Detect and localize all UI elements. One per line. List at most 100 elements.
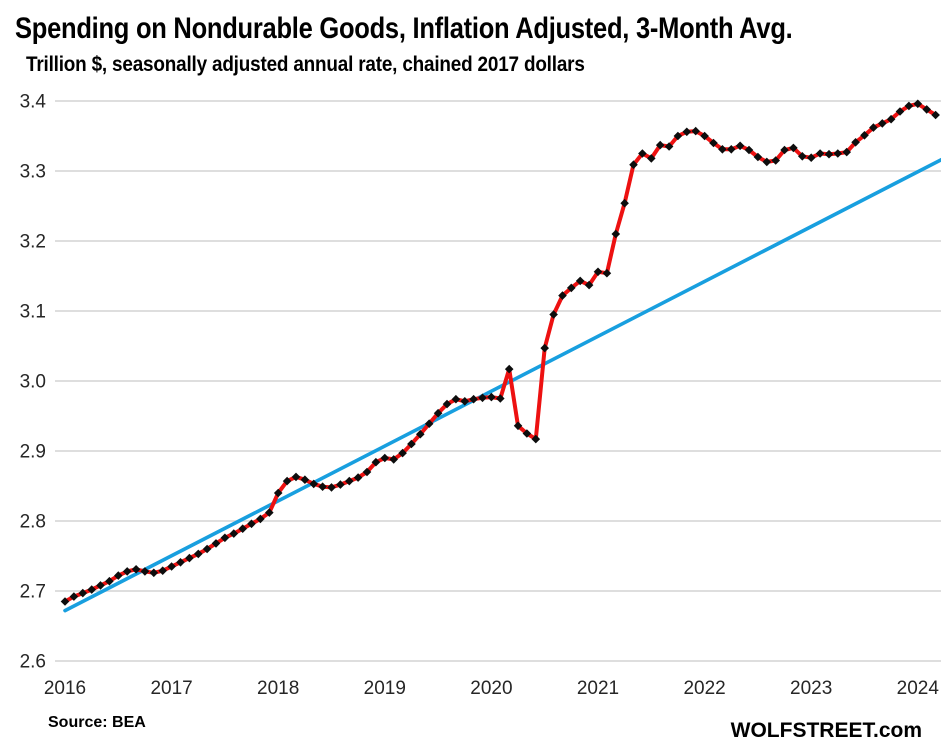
diamond-marker [398,448,407,458]
x-axis-tick-label: 2024 [897,678,940,699]
diamond-marker [487,392,496,402]
diamond-marker [718,145,727,154]
diamond-marker [60,597,70,606]
x-axis-tick-label: 2016 [44,678,86,699]
diamond-marker [878,119,887,128]
x-axis-tick-label: 2022 [683,678,725,699]
diamond-marker [309,479,318,489]
diamond-marker [504,364,514,374]
diamond-marker [424,419,434,428]
diamond-marker [362,467,372,477]
diamond-marker [478,393,487,403]
diamond-marker [247,519,256,529]
y-axis-tick-label: 2.8 [20,512,46,533]
diamond-marker [167,562,176,571]
diamond-marker [531,434,541,444]
diamond-marker [69,592,79,601]
diamond-marker [442,399,452,409]
diamond-marker [771,156,780,165]
diamond-marker [798,152,807,161]
diamond-marker [380,453,390,463]
diamond-marker [629,160,638,169]
diamond-marker [709,138,718,148]
diamond-marker [318,482,327,491]
chart-subtitle: Trillion $, seasonally adjusted annual r… [26,53,585,76]
diamond-marker [158,566,167,575]
diamond-marker [886,114,896,124]
diamond-marker [496,394,505,403]
diamond-marker [345,476,354,486]
diamond-marker [336,480,345,489]
diamond-marker [522,429,532,438]
diamond-marker [185,553,194,563]
diamond-marker [789,143,798,153]
diamond-marker [922,105,931,114]
diamond-marker [282,476,292,486]
diamond-marker [664,142,674,151]
data-point-markers [60,99,940,606]
diamond-marker [735,141,745,151]
y-axis-tick-label: 3.3 [20,162,46,183]
diamond-marker [407,439,416,449]
diamond-marker [815,149,825,158]
diamond-marker [593,267,603,277]
y-axis-tick-label: 2.9 [20,442,46,463]
diamond-marker [558,291,567,300]
diamond-marker [193,549,203,559]
diamond-marker [682,127,692,137]
y-axis-tick-label: 2.6 [20,652,46,673]
diamond-marker [389,455,398,464]
diamond-marker [122,567,132,576]
diamond-marker [140,567,150,576]
x-axis-tick-label: 2019 [364,678,406,699]
diamond-marker [540,343,549,353]
diamond-marker [220,533,230,543]
spending-series-line [63,101,938,604]
diamond-marker [549,310,558,319]
diamond-marker [371,457,381,467]
y-axis-tick-label: 3.1 [20,302,46,323]
diamond-marker [638,149,647,158]
diamond-marker [105,576,114,586]
diamond-marker [327,483,336,492]
diamond-marker [202,544,212,554]
diamond-marker [895,107,905,116]
diamond-marker [744,145,754,155]
diamond-marker [416,429,425,439]
diamond-marker [211,539,221,548]
diamond-marker [780,145,789,155]
diamond-marker [833,149,843,158]
diamond-marker [176,558,185,567]
diamond-marker [78,588,88,598]
diamond-marker [762,157,772,167]
diamond-marker [620,198,629,208]
diamond-marker [647,154,656,163]
diamond-marker [602,268,612,278]
diamond-marker [691,126,700,136]
diamond-marker [265,508,274,517]
x-axis-tick-label: 2018 [257,678,299,699]
diamond-marker [300,475,310,484]
diamond-marker [655,140,665,150]
diamond-marker [469,394,478,404]
diamond-marker [842,147,851,157]
diamond-marker [238,524,247,533]
diamond-marker [931,110,940,120]
x-axis-tick-label: 2021 [577,678,619,699]
diamond-marker [824,149,834,159]
diamond-marker [806,153,816,162]
diamond-marker [451,394,461,404]
y-axis-tick-label: 3.0 [20,372,46,393]
diamond-marker [513,421,523,431]
y-axis-tick-label: 3.2 [20,232,46,253]
diamond-marker [611,229,621,239]
diamond-marker [149,568,159,578]
diamond-marker [913,99,923,109]
diamond-marker [567,283,576,293]
source-note: Source: BEA [48,714,146,731]
chart-title: Spending on Nondurable Goods, Inflation … [15,12,793,45]
diamond-marker [869,123,878,132]
diamond-marker [96,581,105,590]
diamond-marker [851,138,860,147]
